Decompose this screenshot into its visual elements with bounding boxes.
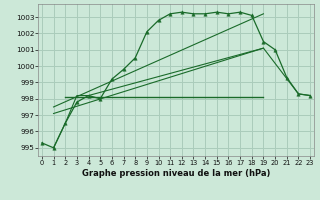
X-axis label: Graphe pression niveau de la mer (hPa): Graphe pression niveau de la mer (hPa) [82,169,270,178]
